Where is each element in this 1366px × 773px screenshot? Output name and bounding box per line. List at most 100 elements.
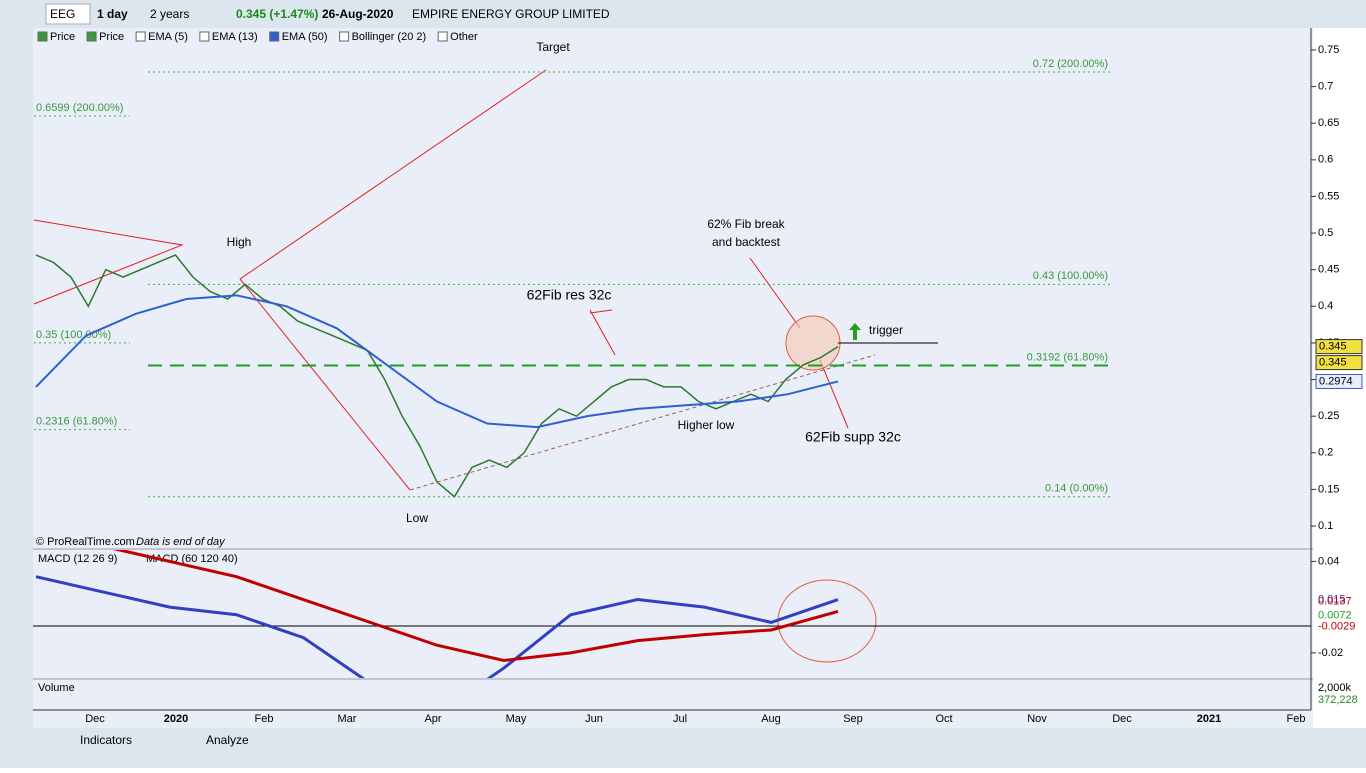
legend-item: EMA (5) — [148, 31, 188, 43]
annotation: and backtest — [712, 235, 781, 249]
y-tick-label: 0.15 — [1318, 483, 1339, 495]
macd-line — [112, 550, 839, 662]
macd-label: MACD (12 26 9) — [38, 553, 117, 565]
symbol[interactable]: EEG — [50, 7, 75, 21]
down-line — [239, 278, 411, 491]
x-tick-label: Nov — [1027, 713, 1047, 725]
fib-label: 0.72 (200.00%) — [1033, 58, 1108, 70]
y-tick-label: 0.2 — [1318, 447, 1333, 459]
annotation: Low — [406, 511, 428, 525]
fib-label: 0.14 (0.00%) — [1045, 483, 1108, 495]
legend-swatch — [86, 31, 97, 42]
x-tick-label: 2021 — [1197, 713, 1221, 725]
price-tag — [1315, 355, 1363, 371]
legend-swatch — [37, 31, 48, 42]
y-tick-label: 0.1 — [1318, 520, 1333, 532]
macd-tag: 0.0137 — [1318, 595, 1352, 607]
indicators-btn[interactable]: Indicators — [80, 733, 132, 747]
x-tick-label: Dec — [1112, 713, 1132, 725]
legend-item: Price — [50, 31, 75, 43]
legend-swatch — [437, 31, 448, 42]
y-tick-label: 0.6 — [1318, 154, 1333, 166]
annotation: High — [227, 235, 252, 249]
legend-swatch — [269, 31, 280, 42]
fib-label: 0.43 (100.00%) — [1033, 270, 1108, 282]
fib-label: 0.3192 (61.80%) — [1027, 351, 1108, 363]
side-tools — [0, 28, 33, 728]
legend-swatch — [339, 31, 350, 42]
date: 26-Aug-2020 — [322, 7, 394, 21]
x-tick-label: Feb — [255, 713, 274, 725]
circle — [785, 315, 841, 371]
y-tick-label: -0.02 — [1318, 647, 1343, 659]
y-tick-label: 0.25 — [1318, 410, 1339, 422]
y-tick-label: 0.65 — [1318, 117, 1339, 129]
macd-line — [35, 575, 839, 678]
x-tick-label: Oct — [935, 713, 952, 725]
legend-item: EMA (50) — [282, 31, 328, 43]
x-tick-label: Mar — [338, 713, 357, 725]
company: EMPIRE ENERGY GROUP LIMITED — [412, 7, 610, 21]
y-tick-label: 0.04 — [1318, 555, 1339, 567]
annotation: Higher low — [678, 418, 735, 432]
bottom-bar — [0, 728, 1366, 768]
price-tag — [1315, 373, 1363, 389]
x-tick-label: Feb — [1287, 713, 1306, 725]
legend-swatch — [199, 31, 210, 42]
fib-label: 0.2316 (61.80%) — [36, 416, 117, 428]
y-tick-label: 0.4 — [1318, 300, 1333, 312]
price-line — [35, 294, 839, 429]
y-tick-label: 0.7 — [1318, 80, 1333, 92]
legend-swatch — [135, 31, 146, 42]
pointer — [589, 309, 613, 314]
x-tick-label: Aug — [761, 713, 781, 725]
annotation: 62Fib supp 32c — [805, 429, 901, 445]
annotation: 62Fib res 32c — [527, 287, 612, 303]
toolbar: EEG 1 day 2 years 0.345 (+1.47%) 26-Aug-… — [45, 3, 610, 25]
x-tick-label: Dec — [85, 713, 105, 725]
x-tick-label: Jun — [585, 713, 603, 725]
volume-tick: 2,000k — [1318, 682, 1352, 694]
y-tick-label: 0.75 — [1318, 44, 1339, 56]
period[interactable]: 2 years — [150, 7, 189, 21]
legend-item: Bollinger (20 2) — [352, 31, 427, 43]
volume-tag: 372,228 — [1318, 694, 1358, 706]
interval[interactable]: 1 day — [97, 7, 128, 21]
volume-label: Volume — [38, 682, 75, 694]
x-tick-label: May — [506, 713, 527, 725]
support-line — [409, 354, 876, 491]
x-tick-label: Sep — [843, 713, 863, 725]
macd-tag: -0.0029 — [1318, 621, 1355, 633]
analyze-btn[interactable]: Analyze — [206, 733, 249, 747]
price-tag-label: 0.345 — [1319, 356, 1347, 368]
fib-label: 0.6599 (200.00%) — [36, 102, 123, 114]
price-tag-label: 0.345 — [1319, 340, 1347, 352]
copyright: © ProRealTime.com — [36, 536, 135, 548]
top-bar — [0, 0, 1366, 28]
macd-tag: 0.015 — [1318, 593, 1346, 605]
y-tick-label: 0.5 — [1318, 227, 1333, 239]
triangle — [33, 219, 184, 305]
y-tick-label: 0.55 — [1318, 190, 1339, 202]
symbol-box[interactable] — [45, 3, 91, 25]
y-tick-label: 0.45 — [1318, 264, 1339, 276]
up-arrow — [849, 323, 861, 340]
legend-item: Price — [99, 31, 124, 43]
target-line — [239, 69, 547, 280]
drawings — [33, 69, 1311, 663]
macd-tag: 0.0072 — [1318, 609, 1352, 621]
price-tag — [1315, 339, 1363, 355]
pointers — [589, 257, 849, 429]
note: Data is end of day — [136, 536, 226, 548]
legend-item: Other — [450, 31, 478, 43]
annotation: trigger — [869, 323, 903, 337]
x-tick-label: 2020 — [164, 713, 188, 725]
annotation: 62% Fib break — [707, 217, 785, 231]
price-tag-label: 0.2974 — [1319, 375, 1353, 387]
legend-item: EMA (13) — [212, 31, 258, 43]
x-tick-label: Jul — [673, 713, 687, 725]
plot-bg — [33, 28, 1313, 728]
x-tick-label: Apr — [424, 713, 441, 725]
annotation: Target — [536, 40, 570, 54]
